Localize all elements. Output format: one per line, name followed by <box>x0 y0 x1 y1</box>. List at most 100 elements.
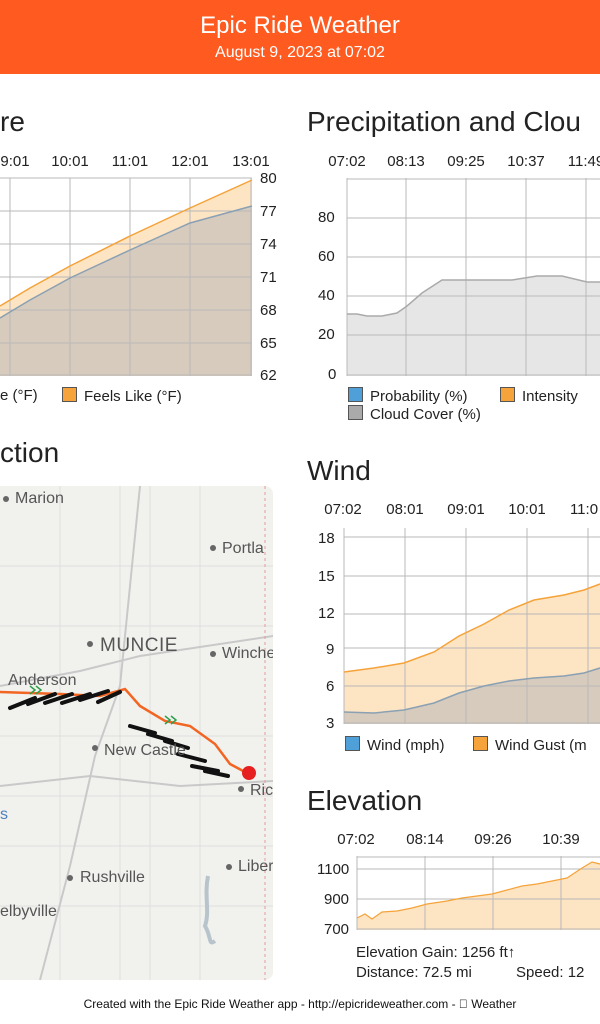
route-map[interactable]: Marion Portla MUNCIE Winche Anderson New… <box>0 486 273 980</box>
map-roads <box>0 486 273 980</box>
temp-x-tick: 12:01 <box>171 153 209 170</box>
intensity-label: Intensity <box>522 388 578 405</box>
wind-swatch <box>345 736 360 751</box>
precip-x-tick: 07:02 <box>328 153 366 170</box>
temperature-line <box>0 205 253 319</box>
precip-legend-cloud: Cloud Cover (%) <box>348 405 481 423</box>
wind-x-tick: 08:01 <box>386 501 424 518</box>
temp-x-tick: 11:01 <box>111 153 149 170</box>
city-winchester: Winche <box>222 645 273 662</box>
probability-label: Probability (%) <box>370 388 468 405</box>
route-end-marker <box>242 766 256 780</box>
precip-x-tick: 09:25 <box>447 153 485 170</box>
cloud-swatch <box>348 405 363 420</box>
city-dot <box>210 651 216 657</box>
city-dot <box>238 786 244 792</box>
elevation-x-tick: 08:14 <box>406 831 444 848</box>
city-new-castle: New Castle <box>104 742 186 759</box>
elevation-gain: Elevation Gain: 1256 ft↑ <box>356 944 516 961</box>
wind-chart <box>343 528 600 724</box>
city-anderson: Anderson <box>8 672 77 689</box>
elevation-line <box>356 861 600 920</box>
wind-x-tick: 11:0 <box>569 501 599 518</box>
temp-x-tick: 13:01 <box>232 153 270 170</box>
precipitation-chart <box>346 178 600 376</box>
ride-speed: Speed: 12 <box>516 964 585 981</box>
cloud-cover-line <box>347 275 600 317</box>
temp-x-tick: 10:01 <box>51 153 89 170</box>
city-shelbyville: elbyville <box>0 903 57 920</box>
elevation-y-tick: 1100 <box>317 861 350 878</box>
city-partial: s <box>0 806 8 823</box>
app-header: Epic Ride Weather August 9, 2023 at 07:0… <box>0 0 600 74</box>
wind-label: Wind (mph) <box>367 737 445 754</box>
probability-swatch <box>348 387 363 402</box>
elevation-y-tick: 700 <box>324 921 350 938</box>
precip-y-tick: 40 <box>318 287 335 304</box>
wind-area <box>344 668 600 724</box>
precip-x-tick: 11:49 <box>567 153 600 170</box>
direction-title: ction <box>0 437 60 468</box>
precip-y-tick: 0 <box>328 366 337 383</box>
temperature-chart <box>0 177 253 376</box>
feels-like-swatch <box>62 387 77 402</box>
temperature-area <box>0 206 252 376</box>
temp-y-tick: 71 <box>260 269 277 286</box>
elevation-x-tick: 09:26 <box>474 831 512 848</box>
route-line <box>0 687 246 774</box>
precipitation-title: Precipitation and Clou <box>307 106 581 137</box>
wind-legend-gust: Wind Gust (m <box>473 736 587 754</box>
temp-y-tick: 65 <box>260 335 277 352</box>
precip-legend-probability: Probability (%) <box>348 387 468 405</box>
wind-y-tick: 3 <box>326 715 335 732</box>
precip-x-tick: 08:13 <box>387 153 425 170</box>
feels-like-label: Feels Like (°F) <box>84 388 182 405</box>
elevation-title: Elevation <box>307 785 423 816</box>
city-rushville: Rushville <box>80 869 145 886</box>
precip-y-tick: 60 <box>318 248 335 265</box>
app-title: Epic Ride Weather <box>200 12 400 39</box>
report-date: August 9, 2023 at 07:02 <box>215 44 385 61</box>
temp-y-tick: 68 <box>260 302 277 319</box>
cloud-cover-area <box>347 276 600 376</box>
city-marion: Marion <box>15 490 64 507</box>
wind-y-tick: 9 <box>326 641 335 658</box>
elevation-x-tick: 07:02 <box>337 831 375 848</box>
wind-y-tick: 15 <box>318 568 335 585</box>
gust-label: Wind Gust (m <box>495 737 587 754</box>
city-dot <box>210 545 216 551</box>
temp-y-tick: 77 <box>260 203 277 220</box>
city-dot <box>92 745 98 751</box>
wind-x-tick: 10:01 <box>508 501 546 518</box>
temp-x-tick: 9:01 <box>0 153 30 170</box>
city-dot <box>87 641 93 647</box>
city-portland: Portla <box>222 540 264 557</box>
city-liberty: Liber <box>238 858 273 875</box>
wind-title: Wind <box>307 455 371 486</box>
precip-y-tick: 20 <box>318 326 335 343</box>
wind-x-tick: 07:02 <box>324 501 362 518</box>
city-richmond: Ric <box>250 782 273 799</box>
city-dot <box>226 864 232 870</box>
ride-distance: Distance: 72.5 mi <box>356 964 472 981</box>
city-dot <box>67 875 73 881</box>
intensity-swatch <box>500 387 515 402</box>
city-dot <box>3 496 9 502</box>
footer-credit[interactable]: Created with the Epic Ride Weather app -… <box>84 997 517 1011</box>
gust-swatch <box>473 736 488 751</box>
temp-legend-temperature: e (°F) <box>0 387 38 404</box>
wind-line <box>343 667 600 714</box>
cloud-label: Cloud Cover (%) <box>370 406 481 423</box>
wind-x-tick: 09:01 <box>447 501 485 518</box>
wind-y-tick: 18 <box>318 530 335 547</box>
feels-like-line <box>0 179 253 307</box>
precip-y-tick: 80 <box>318 209 335 226</box>
temp-y-tick: 74 <box>260 236 277 253</box>
precip-x-tick: 10:37 <box>507 153 545 170</box>
temp-y-tick: 80 <box>260 170 277 187</box>
wind-legend-wind: Wind (mph) <box>345 736 445 754</box>
elevation-x-tick: 10:39 <box>542 831 580 848</box>
temp-legend-feels-like: Feels Like (°F) <box>62 387 182 405</box>
elevation-chart <box>356 856 600 930</box>
wind-y-tick: 6 <box>326 678 335 695</box>
